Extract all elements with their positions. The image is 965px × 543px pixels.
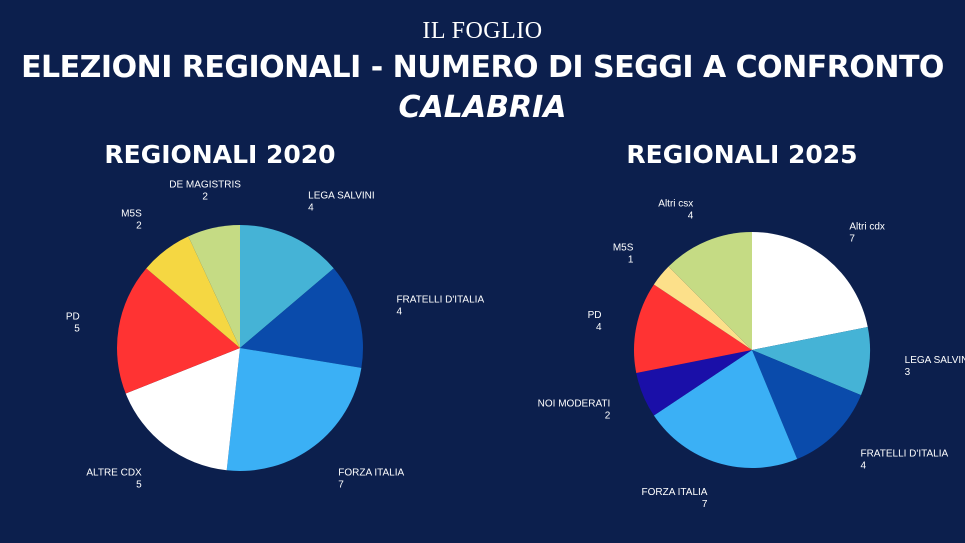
slice-value-2020-2: 7 [338, 479, 344, 490]
pie-slice-2025-1 [752, 326, 870, 396]
pie-slice-2020-4 [117, 268, 240, 394]
slice-label-2020-5: M5S [121, 209, 142, 220]
slice-label-2025-7: Altri csx [658, 198, 693, 209]
pie-slice-2025-5 [634, 284, 752, 374]
slice-label-2025-3: FORZA ITALIA [642, 487, 708, 498]
slice-value-2025-0: 7 [849, 233, 855, 244]
pie-slice-2020-1 [240, 268, 363, 368]
slice-value-2020-6: 2 [202, 191, 208, 202]
pie-slice-2025-0 [752, 232, 868, 350]
pie-slice-2020-3 [125, 348, 240, 471]
slice-value-2025-4: 2 [605, 411, 611, 422]
slice-value-2020-3: 5 [136, 479, 142, 490]
slice-label-2025-6: M5S [613, 243, 634, 254]
slice-value-2025-3: 7 [702, 499, 708, 510]
slice-label-2025-4: NOI MODERATI [538, 399, 611, 410]
slice-value-2025-1: 3 [905, 367, 911, 378]
slice-value-2025-7: 4 [688, 210, 694, 221]
slice-label-2025-5: PD [588, 310, 602, 321]
slice-value-2020-5: 2 [136, 221, 142, 232]
slice-value-2020-1: 4 [396, 307, 402, 318]
slice-label-2025-0: Altri cdx [849, 221, 885, 232]
slice-label-2020-2: FORZA ITALIA [338, 467, 404, 478]
pie-slice-2025-7 [668, 232, 752, 350]
page-subtitle: CALABRIA [398, 90, 567, 125]
brand-logo: IL FOGLIO [422, 18, 543, 44]
slice-value-2020-0: 4 [308, 203, 314, 214]
slice-value-2025-5: 4 [596, 322, 602, 333]
slice-label-2020-1: FRATELLI D'ITALIA [396, 295, 484, 306]
slice-label-2020-0: LEGA SALVINI [308, 191, 375, 202]
slice-label-2020-3: ALTRE CDX [86, 467, 142, 478]
slice-label-2020-4: PD [66, 312, 80, 323]
slice-value-2025-2: 4 [860, 460, 866, 471]
pie-slice-2020-5 [146, 236, 240, 348]
page-title: ELEZIONI REGIONALI - NUMERO DI SEGGI A C… [21, 50, 944, 85]
pie-slice-2020-6 [188, 225, 240, 348]
chart-title-2020: REGIONALI 2020 [104, 140, 336, 169]
chart-title-2025: REGIONALI 2025 [626, 140, 858, 169]
pie-slice-2020-2 [226, 348, 362, 471]
pie-slice-2025-2 [752, 350, 862, 460]
slice-label-2025-2: FRATELLI D'ITALIA [860, 448, 948, 459]
slice-value-2025-6: 1 [628, 255, 634, 266]
pie-slice-2025-3 [653, 350, 798, 468]
slice-value-2020-4: 5 [74, 324, 80, 335]
pie-slice-2025-6 [653, 266, 752, 350]
slice-label-2020-6: DE MAGISTRIS [169, 179, 241, 190]
pie-slice-2020-0 [240, 225, 334, 348]
slice-label-2025-1: LEGA SALVINI [905, 355, 965, 366]
pie-slice-2025-4 [636, 350, 752, 416]
